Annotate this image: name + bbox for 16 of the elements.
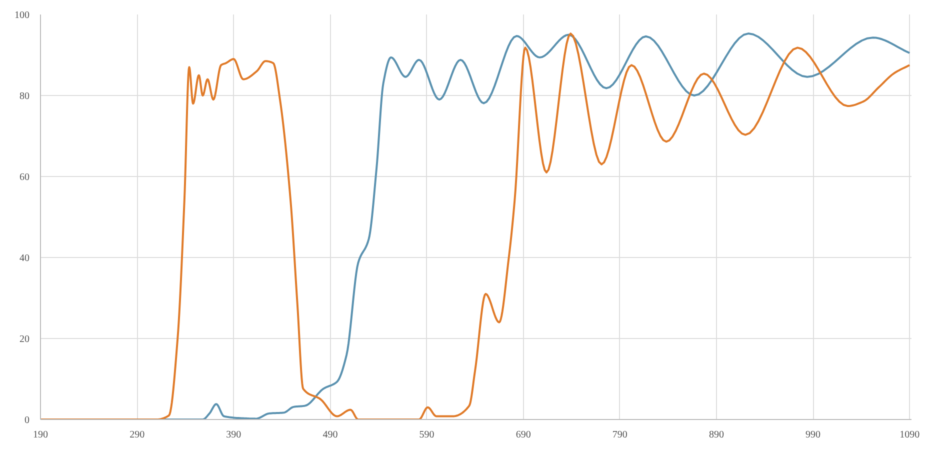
x-tick-label: 1090 [900, 430, 920, 440]
x-tick-label: 790 [612, 430, 628, 440]
x-tick-label: 890 [708, 430, 724, 440]
x-tick-label: 390 [226, 430, 242, 440]
x-tick-label: 290 [130, 430, 145, 440]
x-tick-label: 990 [806, 430, 821, 440]
x-tick-label: 490 [322, 430, 338, 440]
x-tick-label: 690 [516, 430, 531, 440]
y-tick-label: 40 [20, 253, 30, 264]
y-tick-label: 80 [20, 91, 30, 102]
y-tick-label: 0 [24, 415, 30, 426]
y-tick-label: 100 [14, 10, 30, 21]
y-tick-label: 20 [20, 334, 30, 345]
x-tick-label: 590 [419, 430, 434, 440]
y-tick-label: 60 [20, 172, 30, 183]
x-tick-label: 190 [33, 430, 48, 440]
